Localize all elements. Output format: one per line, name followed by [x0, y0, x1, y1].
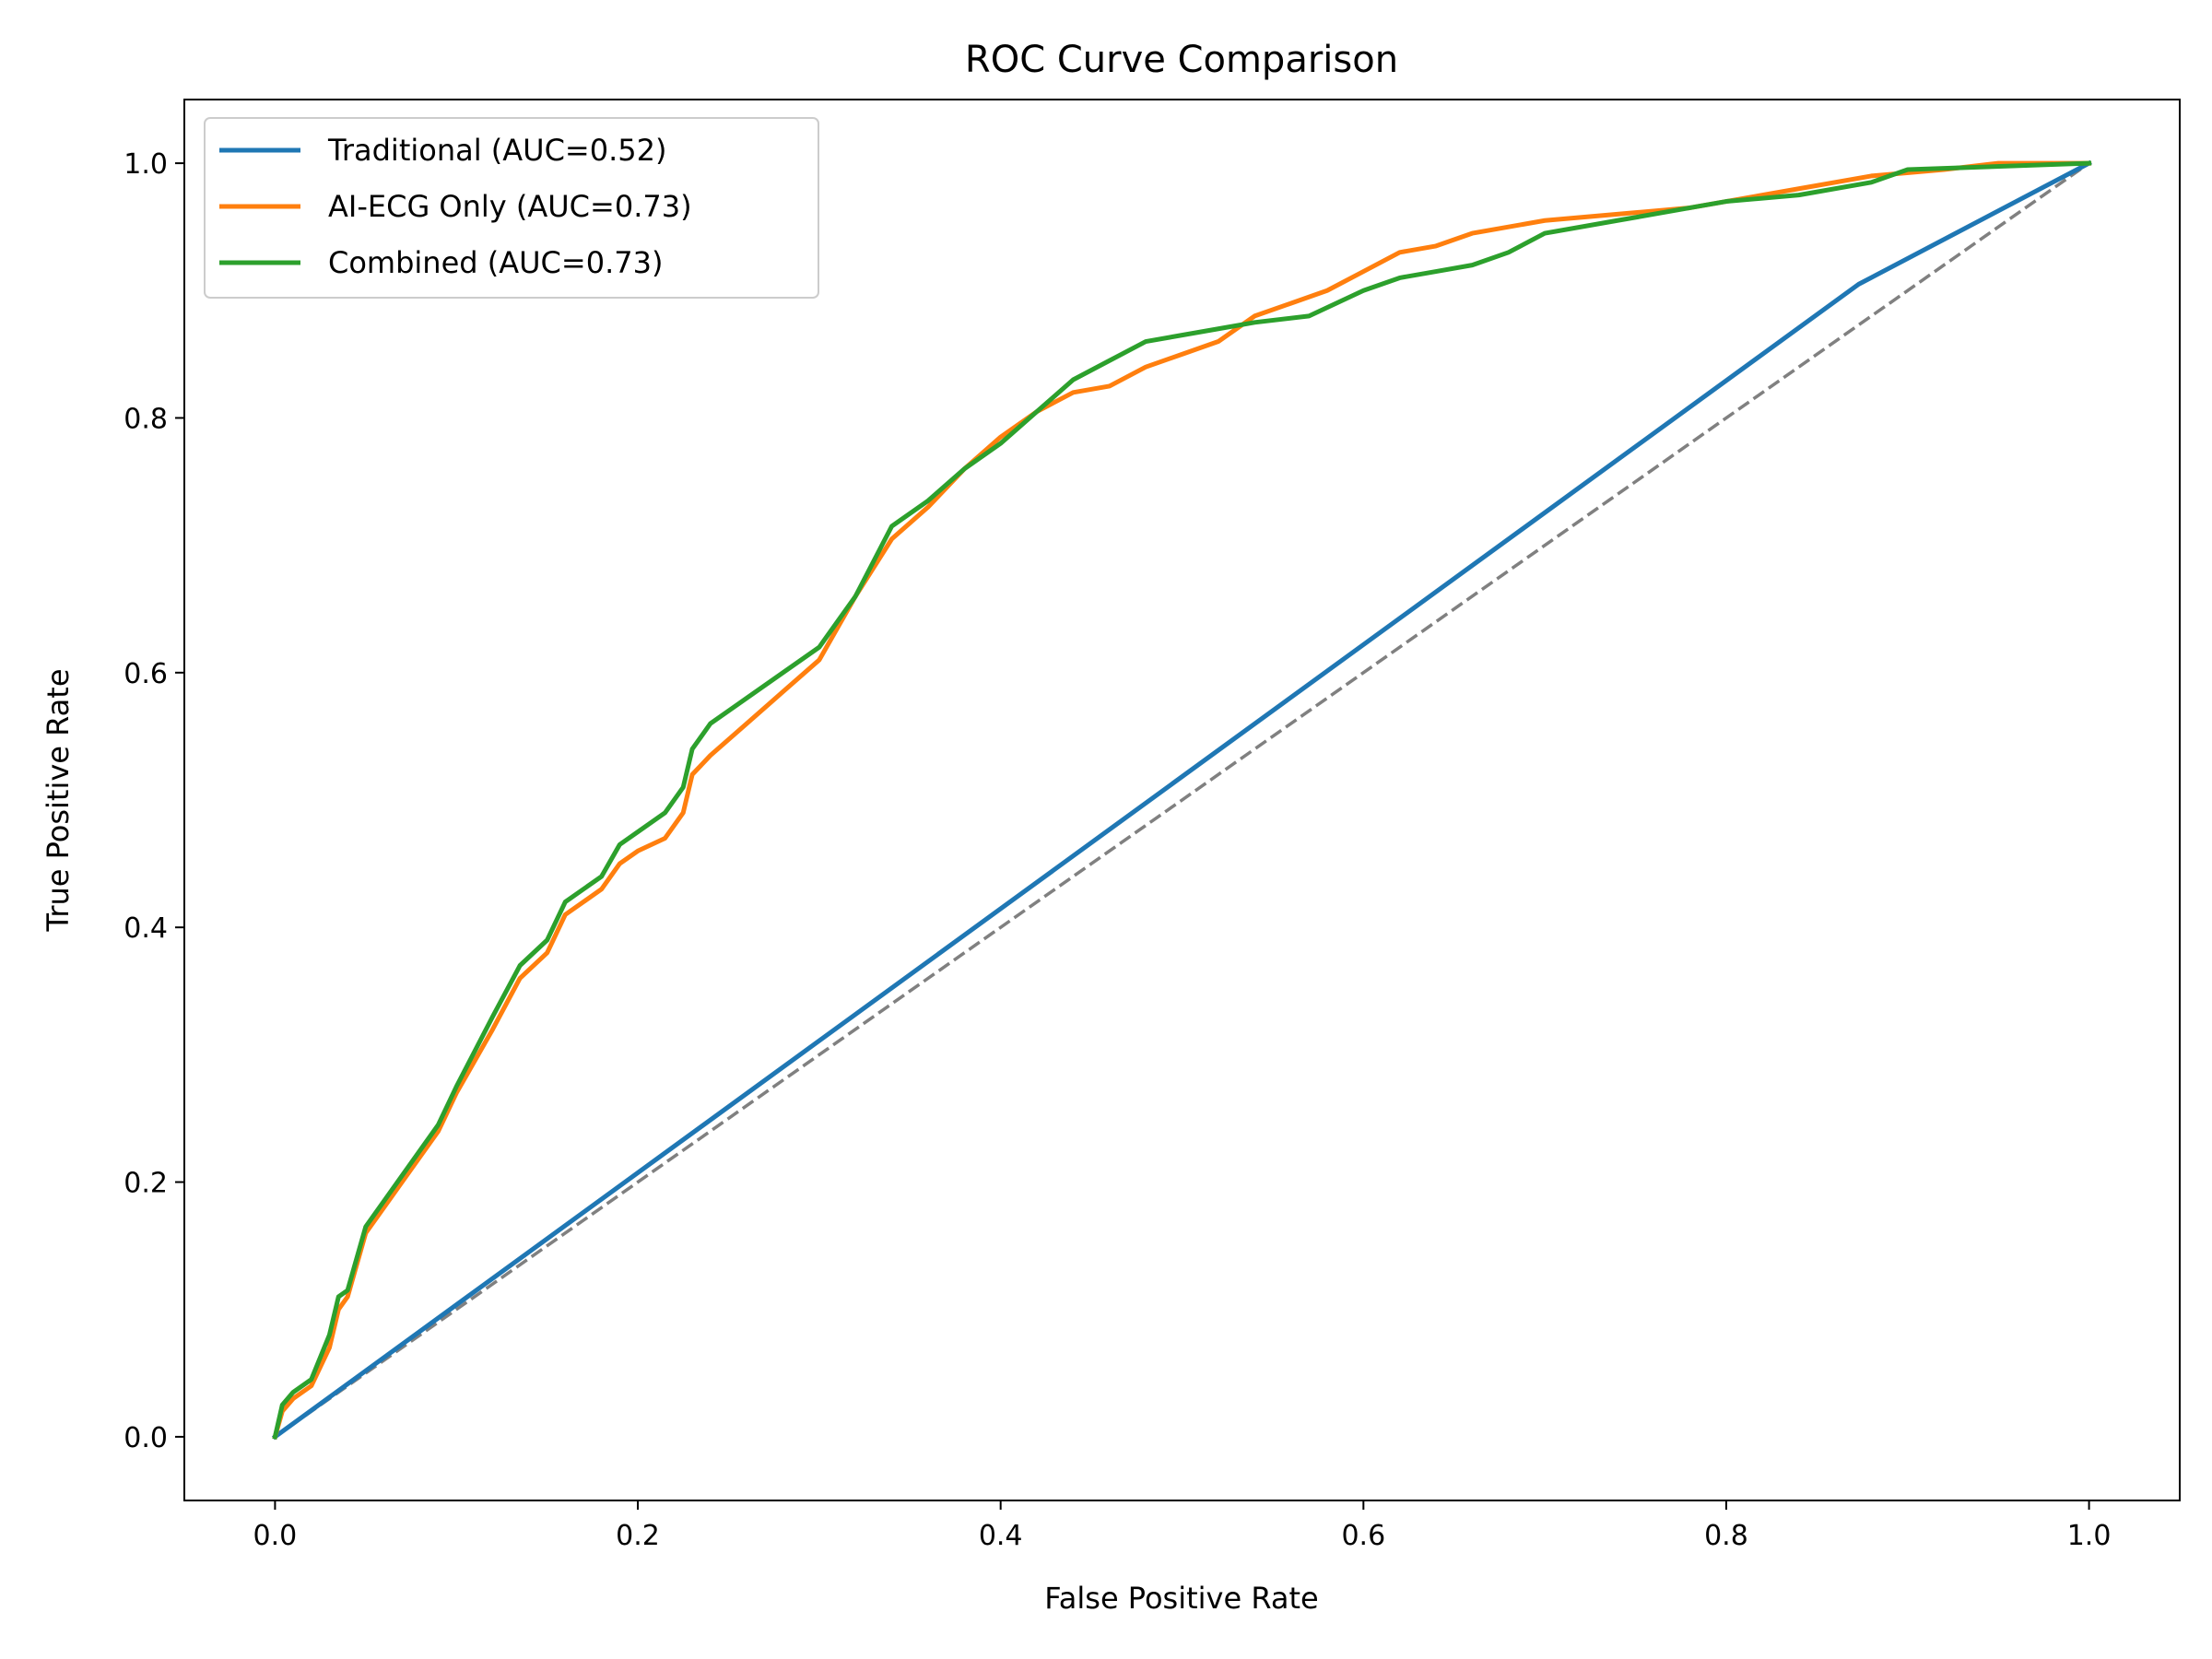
- y-tick-label: 0.8: [124, 403, 168, 435]
- legend-box: [204, 117, 819, 299]
- legend: Traditional (AUC=0.52) AI-ECG Only (AUC=0…: [204, 117, 819, 299]
- series-line-0: [271, 159, 2092, 1441]
- chance-reference-line: [274, 161, 2090, 1439]
- x-tick-label: 1.0: [2067, 1520, 2112, 1552]
- legend-label-1: AI-ECG Only (AUC=0.73): [328, 189, 692, 224]
- x-tick-label: 0.8: [1704, 1520, 1748, 1552]
- x-axis-label: False Positive Rate: [1044, 1581, 1318, 1616]
- legend-label-0: Traditional (AUC=0.52): [327, 133, 666, 168]
- y-tick-label: 1.0: [124, 148, 168, 181]
- series-line-2: [272, 160, 2092, 1440]
- chart-title: ROC Curve Comparison: [965, 39, 1398, 81]
- x-tick-label: 0.2: [616, 1520, 660, 1552]
- x-tick-label: 0.0: [253, 1520, 298, 1552]
- x-tick-label: 0.6: [1341, 1520, 1385, 1552]
- x-tick-label: 0.4: [979, 1520, 1023, 1552]
- legend-label-2: Combined (AUC=0.73): [328, 245, 663, 280]
- y-tick-label: 0.0: [124, 1422, 168, 1454]
- y-tick-label: 0.2: [124, 1168, 168, 1200]
- y-tick-label: 0.6: [124, 658, 168, 690]
- axis-ticks: 0.0 0.2 0.4 0.6 0.8 1.0 0.0 0.2 0.4 0.6 0.8 1.0: [124, 148, 2111, 1552]
- y-tick-label: 0.4: [124, 912, 168, 945]
- y-axis-label: True Positive Rate: [41, 668, 76, 932]
- plot-area: [271, 159, 2092, 1441]
- axes-frame: [183, 99, 2181, 1501]
